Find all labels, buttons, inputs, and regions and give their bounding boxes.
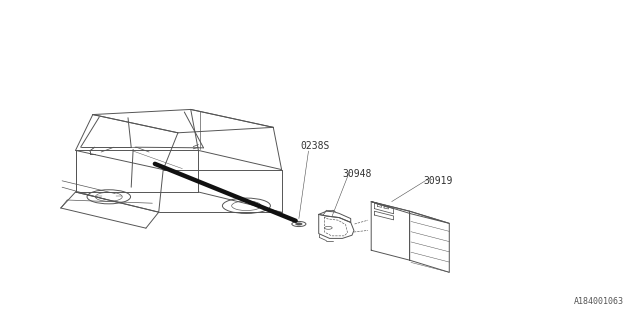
Text: 30948: 30948: [342, 169, 372, 180]
Text: A184001063: A184001063: [574, 297, 624, 306]
Text: 30919: 30919: [424, 176, 453, 186]
Ellipse shape: [296, 223, 302, 225]
Text: 0238S: 0238S: [300, 140, 330, 151]
